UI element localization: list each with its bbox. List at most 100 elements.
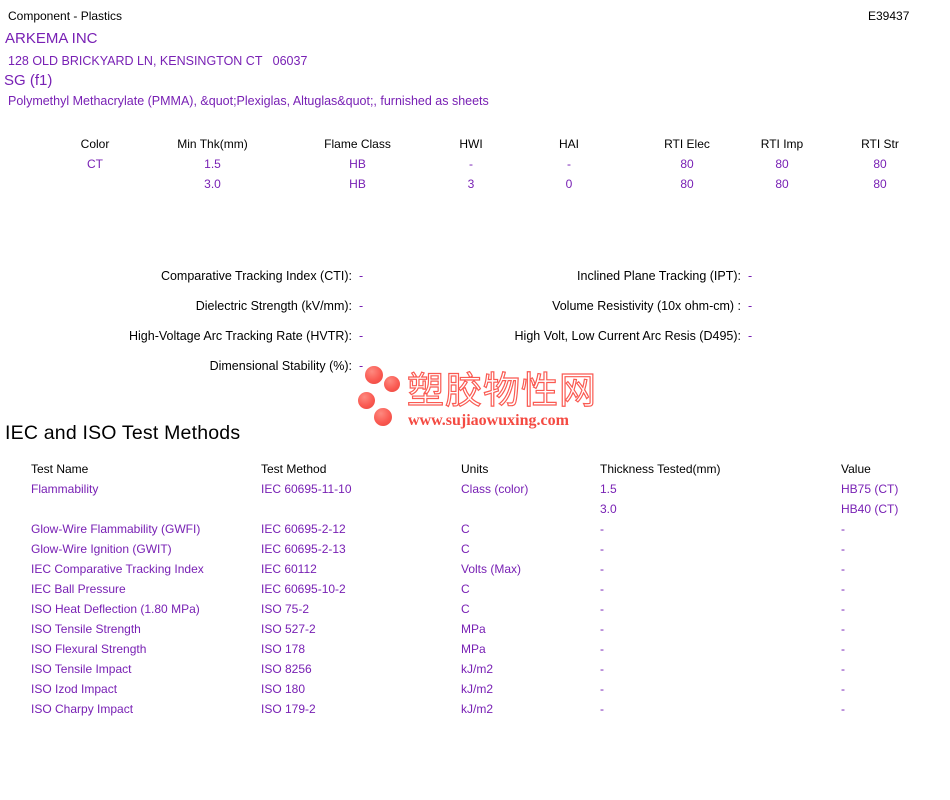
material-description: Polymethyl Methacrylate (PMMA), &quot;Pl… — [8, 94, 489, 108]
column-header: Color — [80, 137, 110, 151]
table-cell: 80 — [680, 157, 694, 171]
table-cell: HB — [349, 177, 366, 191]
logo-site-name: 塑胶物性网 — [406, 370, 597, 411]
table-cell: IEC 60695-2-13 — [261, 542, 346, 556]
table-cell: ISO 179-2 — [261, 702, 316, 716]
table-cell: ISO 178 — [261, 642, 306, 656]
table-cell: MPa — [461, 642, 486, 656]
column-header: Test Name — [31, 462, 89, 476]
column-header: Value — [841, 462, 871, 476]
table-cell: - — [600, 662, 604, 676]
table-cell: ISO 527-2 — [261, 622, 316, 636]
table-cell: - — [841, 542, 845, 556]
table-cell: ISO Flexural Strength — [31, 642, 147, 656]
table-cell: - — [600, 582, 604, 596]
property-row-cti: Comparative Tracking Index (CTI): - — [0, 269, 950, 283]
table-cell: C — [461, 582, 470, 596]
property-row-ipt: Inclined Plane Tracking (IPT): - — [0, 269, 950, 283]
ratings-table: Color Min Thk(mm) Flame Class HWI HAI RT… — [40, 134, 934, 194]
table-cell: IEC 60695-2-12 — [261, 522, 346, 536]
column-header: Flame Class — [324, 137, 391, 151]
table-cell: ISO 8256 — [261, 662, 312, 676]
table-cell: 3.0 — [600, 502, 617, 516]
logo-dot-icon — [384, 376, 400, 392]
property-value: - — [359, 269, 364, 283]
property-value: - — [748, 269, 753, 283]
table-cell: CT — [87, 157, 103, 171]
table-cell: - — [600, 642, 604, 656]
property-row-d495: High Volt, Low Current Arc Resis (D495):… — [0, 329, 950, 343]
table-cell: HB40 (CT) — [841, 502, 899, 516]
table-cell — [31, 499, 261, 519]
table-cell: kJ/m2 — [461, 662, 494, 676]
table-cell: 80 — [873, 157, 887, 171]
table-cell: - — [841, 562, 845, 576]
table-cell — [40, 174, 150, 194]
table-cell: - — [469, 157, 473, 171]
table-cell: - — [841, 622, 845, 636]
column-header: Thickness Tested(mm) — [600, 462, 721, 476]
table-cell: Glow-Wire Ignition (GWIT) — [31, 542, 172, 556]
table-cell — [461, 499, 600, 519]
property-label: Dielectric Strength (kV/mm): — [195, 299, 352, 313]
table-cell: - — [841, 702, 845, 716]
property-row-dimensional: Dimensional Stability (%): - — [0, 359, 950, 373]
property-value: - — [359, 359, 364, 373]
table-cell — [261, 499, 461, 519]
doc-type-label: Component - Plastics — [8, 9, 123, 23]
company-address: 128 OLD BRICKYARD LN, KENSINGTON CT 0603… — [8, 54, 308, 68]
table-cell: 80 — [775, 157, 789, 171]
table-cell: - — [600, 622, 604, 636]
table-cell: kJ/m2 — [461, 682, 494, 696]
table-cell: - — [600, 542, 604, 556]
table-cell: Flammability — [31, 482, 99, 496]
table-cell: IEC Comparative Tracking Index — [31, 562, 204, 576]
table-cell: ISO Tensile Impact — [31, 662, 132, 676]
table-cell: ISO Tensile Strength — [31, 622, 141, 636]
property-value: - — [359, 329, 364, 343]
property-row-hvtr: High-Voltage Arc Tracking Rate (HVTR): - — [0, 329, 950, 343]
company-name: ARKEMA INC — [5, 30, 98, 47]
table-cell: 0 — [565, 177, 573, 191]
table-cell: - — [841, 662, 845, 676]
logo-dot-icon — [358, 392, 375, 409]
table-cell: 1.5 — [600, 482, 617, 496]
property-value: - — [359, 299, 364, 313]
table-cell: 80 — [775, 177, 789, 191]
table-cell: - — [841, 602, 845, 616]
property-value: - — [748, 299, 753, 313]
table-cell: 1.5 — [204, 157, 221, 171]
table-cell: 80 — [680, 177, 694, 191]
property-label: High-Voltage Arc Tracking Rate (HVTR): — [129, 329, 352, 343]
column-header: Min Thk(mm) — [177, 137, 248, 151]
property-row-dielectric: Dielectric Strength (kV/mm): - — [0, 299, 950, 313]
table-cell: ISO Heat Deflection (1.80 MPa) — [31, 602, 200, 616]
table-cell: - — [841, 582, 845, 596]
table-cell: ISO Izod Impact — [31, 682, 118, 696]
table-cell: C — [461, 602, 470, 616]
property-label: Dimensional Stability (%): — [209, 359, 352, 373]
table-cell: HB — [349, 157, 366, 171]
grade-designation: SG (f1) — [4, 72, 53, 89]
logo-dot-icon — [365, 366, 383, 384]
column-header: Test Method — [261, 462, 327, 476]
table-cell: - — [600, 602, 604, 616]
test-methods-table: Test Name Test Method Units Thickness Te… — [31, 459, 935, 719]
column-header: RTI Str — [861, 137, 899, 151]
column-header: HAI — [558, 137, 579, 151]
table-cell: ISO Charpy Impact — [31, 702, 134, 716]
property-value: - — [748, 329, 753, 343]
column-header: Units — [461, 462, 489, 476]
table-cell: IEC 60112 — [261, 562, 317, 576]
table-cell: 3 — [467, 177, 475, 191]
table-cell: Volts (Max) — [461, 562, 522, 576]
table-cell: - — [600, 562, 604, 576]
table-cell: - — [841, 642, 845, 656]
logo-dot-icon — [374, 408, 392, 426]
table-cell: ISO 75-2 — [261, 602, 310, 616]
table-cell: - — [600, 682, 604, 696]
property-row-volume-resistivity: Volume Resistivity (10x ohm-cm) :- — [0, 299, 950, 313]
table-cell: IEC Ball Pressure — [31, 582, 126, 596]
section-title-test-methods: IEC and ISO Test Methods — [5, 422, 241, 444]
column-header: HWI — [459, 137, 483, 151]
